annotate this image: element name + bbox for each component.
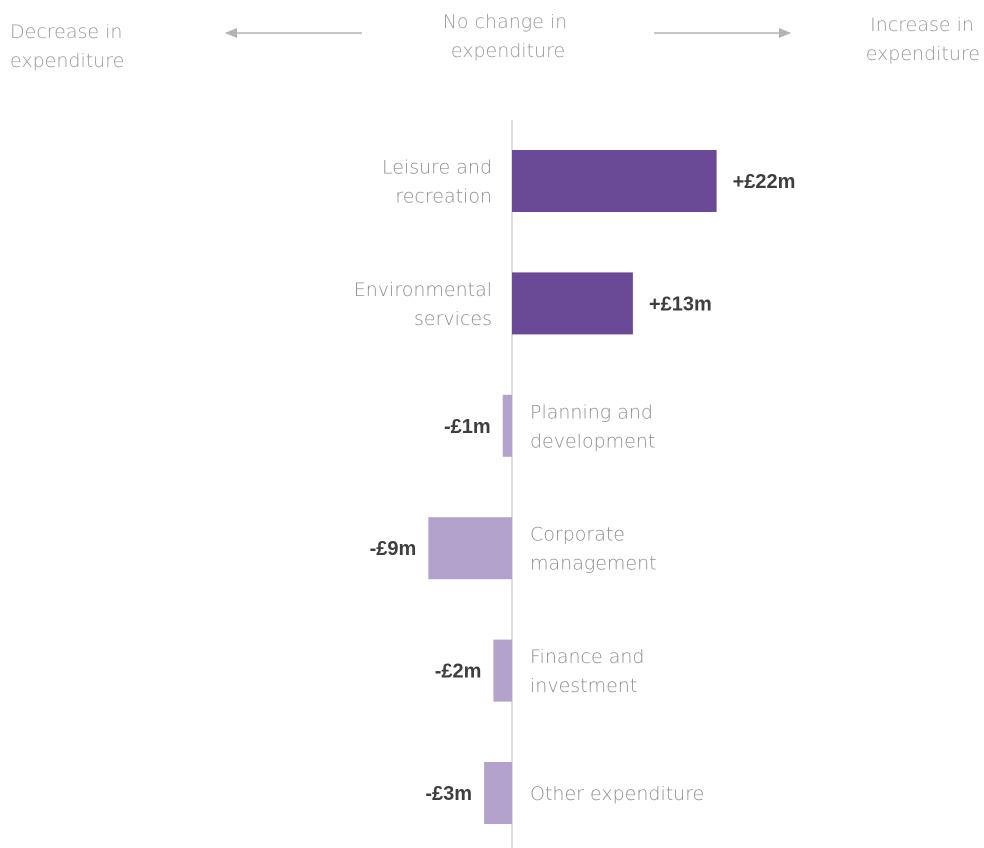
bar <box>428 517 512 580</box>
category-label: Other expenditure <box>530 783 704 805</box>
category-label: Environmental services <box>354 279 492 330</box>
bar <box>512 150 717 212</box>
value-label: -£9m <box>370 538 417 560</box>
bars-group: +£22m Leisure and recreation +£13m Environme… <box>354 150 796 824</box>
value-label: -£1m <box>444 416 491 438</box>
category-label-line: management <box>530 553 657 575</box>
increase-header-line-1: Increase in <box>870 14 974 36</box>
bar <box>484 762 512 824</box>
increase-header: Increase in expenditure <box>866 14 980 65</box>
category-label-line: services <box>414 308 492 330</box>
category-label-line: recreation <box>395 186 492 208</box>
value-label: -£3m <box>425 783 472 805</box>
category-label-line: investment <box>530 675 637 697</box>
category-label-line: development <box>530 430 655 452</box>
category-label: Finance and investment <box>530 646 644 697</box>
category-label: Corporate management <box>530 524 657 575</box>
category-label-line: Environmental <box>354 279 492 301</box>
category-label-line: Planning and <box>530 401 653 423</box>
category-label: Planning and development <box>530 401 655 452</box>
decrease-header-line-1: Decrease in <box>10 21 122 43</box>
value-label: -£2m <box>435 661 482 683</box>
category-label-line: Other expenditure <box>530 783 704 805</box>
no-change-header-line-2: expenditure <box>451 40 565 62</box>
decrease-header-line-2: expenditure <box>10 50 124 72</box>
category-label: Leisure and recreation <box>382 157 492 208</box>
decrease-header: Decrease in expenditure <box>10 21 129 72</box>
bar <box>502 394 512 457</box>
category-label-line: Finance and <box>530 646 644 668</box>
bar <box>493 639 512 702</box>
category-label-line: Corporate <box>530 524 625 546</box>
category-label-line: Leisure and <box>382 157 492 179</box>
no-change-header-line-1: No change in <box>443 11 568 33</box>
no-change-header: No change in expenditure <box>443 11 574 62</box>
value-label: +£22m <box>733 171 796 193</box>
increase-header-line-2: expenditure <box>866 43 980 65</box>
bar <box>512 272 633 335</box>
value-label: +£13m <box>649 293 712 315</box>
